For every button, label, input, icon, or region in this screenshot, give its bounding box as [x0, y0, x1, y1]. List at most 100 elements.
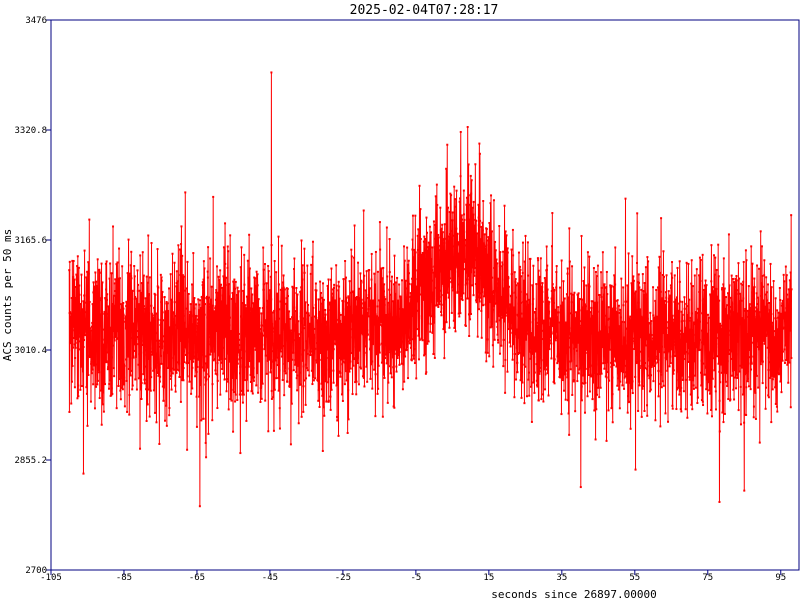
- data-point: [359, 344, 362, 347]
- data-point: [760, 332, 763, 335]
- data-point: [504, 391, 507, 394]
- data-point: [724, 307, 727, 310]
- data-point: [176, 309, 179, 312]
- data-point: [73, 343, 76, 346]
- data-point: [121, 325, 124, 328]
- data-point: [122, 313, 125, 316]
- data-point: [580, 373, 583, 376]
- data-point: [609, 284, 612, 287]
- data-point: [250, 330, 253, 333]
- data-point: [471, 247, 474, 250]
- data-point: [721, 371, 724, 374]
- data-point: [621, 384, 624, 387]
- data-point: [369, 377, 372, 380]
- data-point: [480, 256, 483, 259]
- data-point: [585, 317, 588, 320]
- data-point: [244, 327, 247, 330]
- data-point: [100, 262, 103, 265]
- data-point: [352, 290, 355, 293]
- data-point: [561, 322, 564, 325]
- data-point: [183, 361, 186, 364]
- data-point: [340, 358, 343, 361]
- data-point: [722, 357, 725, 360]
- data-point: [730, 274, 733, 277]
- data-point: [143, 378, 146, 381]
- data-point: [267, 308, 270, 311]
- data-point: [563, 348, 566, 351]
- data-point: [384, 330, 387, 333]
- data-point: [409, 305, 412, 308]
- data-point: [742, 360, 745, 363]
- data-point: [496, 339, 499, 341]
- data-point: [614, 246, 617, 249]
- data-point: [416, 309, 419, 312]
- data-point: [789, 307, 792, 310]
- data-point: [442, 294, 445, 297]
- data-point: [151, 353, 154, 356]
- data-point: [434, 223, 437, 226]
- data-point: [240, 330, 243, 333]
- data-point: [534, 350, 537, 353]
- data-point: [411, 338, 414, 341]
- data-point: [631, 358, 634, 361]
- data-point: [386, 301, 389, 304]
- data-point: [240, 246, 243, 249]
- data-point: [292, 351, 295, 354]
- data-point: [730, 309, 733, 312]
- data-point: [414, 278, 417, 281]
- data-point: [153, 355, 156, 358]
- data-point: [551, 212, 554, 215]
- data-point: [516, 361, 519, 364]
- data-point: [330, 292, 333, 295]
- data-point: [536, 385, 539, 388]
- data-point: [76, 397, 79, 400]
- data-point: [228, 307, 231, 310]
- data-point: [265, 282, 268, 285]
- data-point: [108, 382, 111, 385]
- data-point: [338, 370, 341, 373]
- data-point: [87, 325, 90, 328]
- data-point: [592, 334, 595, 337]
- data-point: [688, 319, 691, 322]
- data-point: [128, 296, 131, 299]
- data-point: [176, 327, 179, 330]
- data-point: [365, 351, 368, 354]
- data-point: [543, 368, 546, 371]
- data-point: [313, 352, 316, 355]
- data-point: [790, 288, 793, 291]
- data-point: [785, 307, 788, 310]
- data-point: [647, 355, 650, 358]
- data-point: [432, 271, 435, 274]
- data-point: [711, 344, 714, 347]
- data-point: [176, 280, 179, 283]
- data-point: [712, 254, 715, 257]
- data-point: [777, 373, 780, 376]
- data-point: [405, 348, 408, 351]
- data-point: [126, 354, 129, 357]
- data-point: [720, 343, 723, 346]
- data-point: [343, 346, 346, 349]
- data-point: [431, 269, 434, 272]
- data-point: [455, 189, 458, 192]
- data-point: [633, 325, 636, 328]
- data-point: [493, 254, 496, 257]
- data-point: [239, 365, 242, 368]
- data-point: [528, 298, 531, 301]
- data-point: [71, 309, 74, 312]
- data-point: [174, 390, 177, 393]
- data-point: [221, 286, 224, 289]
- data-point: [569, 360, 572, 363]
- data-point: [619, 354, 622, 357]
- data-point: [610, 284, 613, 287]
- data-point: [475, 286, 478, 289]
- data-point: [197, 358, 200, 361]
- data-point: [757, 348, 760, 351]
- data-point: [76, 265, 79, 268]
- data-point: [545, 268, 548, 271]
- data-point: [413, 362, 416, 365]
- data-point: [614, 359, 617, 362]
- data-point: [322, 298, 325, 301]
- data-point: [469, 194, 472, 197]
- data-point: [154, 366, 157, 369]
- data-point: [683, 307, 686, 310]
